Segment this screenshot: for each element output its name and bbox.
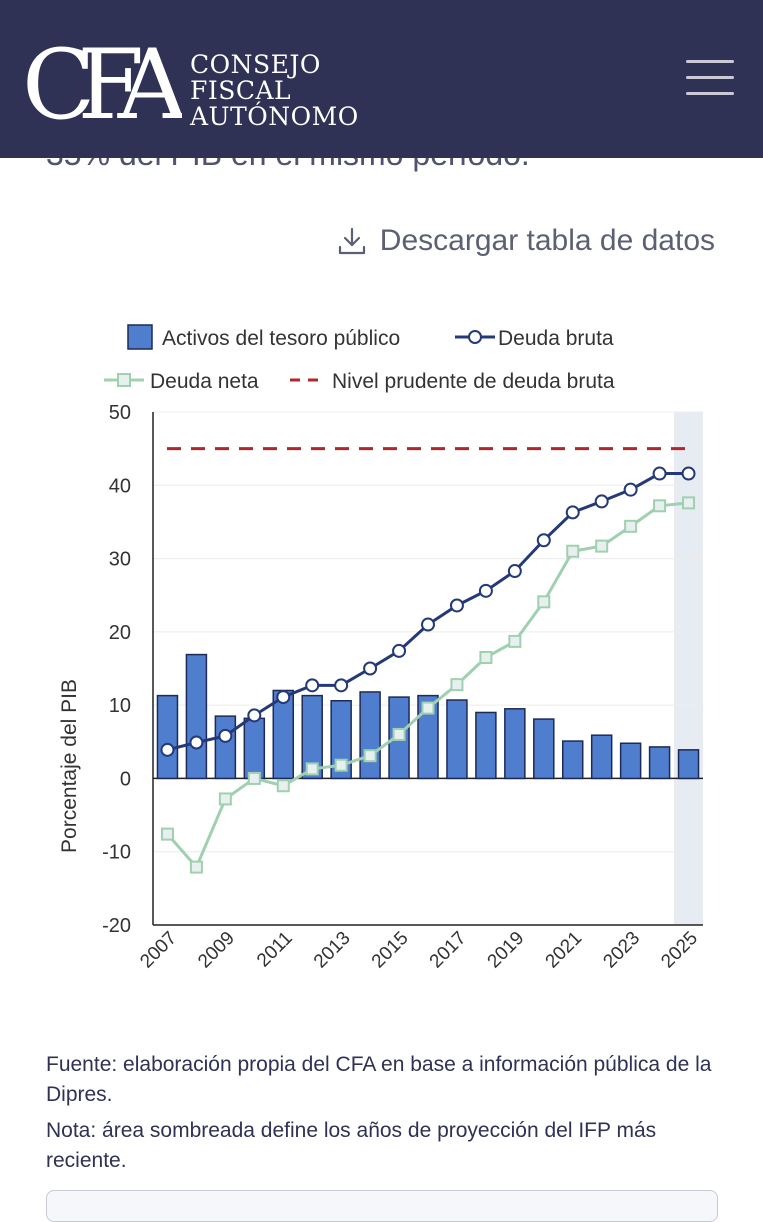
point-deuda-neta xyxy=(160,827,174,841)
x-tick-label: 2011 xyxy=(253,928,297,972)
legend-label-activos: Activos del tesoro público xyxy=(162,327,400,350)
x-tick-label: 2007 xyxy=(136,928,181,973)
bar-activos xyxy=(446,699,468,780)
projection-note: Nota: área sombreada define los años de … xyxy=(46,1119,657,1172)
point-deuda-neta xyxy=(305,762,319,776)
point-deuda-bruta xyxy=(218,728,233,743)
point-deuda-neta xyxy=(276,779,290,793)
bar-activos xyxy=(648,746,671,780)
point-deuda-bruta xyxy=(189,735,204,750)
y-tick-label: -20 xyxy=(102,915,131,937)
point-deuda-bruta xyxy=(247,708,262,723)
point-deuda-bruta xyxy=(681,466,696,481)
point-deuda-neta xyxy=(363,749,377,763)
point-deuda-bruta xyxy=(594,494,609,509)
point-deuda-neta xyxy=(392,727,406,741)
point-deuda-bruta xyxy=(276,690,291,705)
point-deuda-neta xyxy=(653,499,667,513)
point-deuda-bruta xyxy=(421,617,435,632)
point-deuda-neta xyxy=(247,771,261,785)
brand-line: CONSEJO xyxy=(190,50,321,79)
point-deuda-bruta xyxy=(565,505,580,520)
point-deuda-bruta xyxy=(536,533,551,548)
point-deuda-bruta xyxy=(305,678,320,693)
bar-activos xyxy=(417,694,439,780)
legend-marker-bruta xyxy=(468,330,482,344)
point-deuda-bruta xyxy=(160,742,175,757)
y-tick-label: -10 xyxy=(102,842,131,864)
point-deuda-bruta xyxy=(363,661,378,676)
download-data-link[interactable]: Descargar tabla de datos xyxy=(336,224,715,258)
legend-label-prudente: Nivel prudente de deuda bruta xyxy=(332,370,615,393)
point-deuda-neta xyxy=(595,539,609,553)
bar-activos xyxy=(475,711,497,780)
x-tick-label: 2025 xyxy=(657,928,702,973)
point-deuda-bruta xyxy=(334,678,349,693)
x-tick-label: 2009 xyxy=(194,928,239,973)
debt-chart: Activos del tesoro público Deuda bruta D… xyxy=(58,324,703,973)
bar-activos xyxy=(301,694,323,780)
legend-marker-neta xyxy=(117,373,131,387)
point-deuda-neta xyxy=(624,519,638,533)
point-deuda-bruta xyxy=(478,583,493,598)
point-deuda-neta xyxy=(189,860,203,874)
svg-text:CFA: CFA xyxy=(22,29,182,136)
y-tick-label: 50 xyxy=(109,402,131,424)
x-tick-label: 2023 xyxy=(599,928,644,973)
bar-activos xyxy=(677,749,700,780)
hamburger-menu-icon[interactable] xyxy=(686,58,734,98)
legend-label-bruta: Deuda bruta xyxy=(498,327,614,350)
point-deuda-neta xyxy=(508,634,522,648)
cfa-logo[interactable]: CFA xyxy=(22,18,182,136)
legend-swatch-activos xyxy=(127,324,153,350)
chart-legend: Activos del tesoro público Deuda bruta D… xyxy=(104,324,615,393)
point-deuda-bruta xyxy=(652,466,667,481)
plot-area xyxy=(153,412,703,925)
point-deuda-neta xyxy=(479,651,493,665)
point-deuda-neta xyxy=(566,544,580,558)
x-tick-label: 2013 xyxy=(310,928,355,973)
x-tick-label: 2021 xyxy=(542,928,587,973)
bar-activos xyxy=(561,740,584,780)
point-deuda-neta xyxy=(421,701,435,715)
point-deuda-bruta xyxy=(392,643,407,658)
x-tick-label: 2019 xyxy=(484,928,529,973)
y-tick-label: 30 xyxy=(109,549,131,571)
chart-notes: Fuente: elaboración propia del CFA en ba… xyxy=(46,1050,726,1182)
projection-shade xyxy=(674,412,703,925)
y-tick-label: 0 xyxy=(120,768,131,790)
point-deuda-bruta xyxy=(449,598,464,613)
bar-activos xyxy=(156,694,179,780)
point-deuda-neta xyxy=(537,595,551,609)
y-axis-label: Porcentaje del PIB xyxy=(58,679,81,853)
point-deuda-bruta xyxy=(623,482,638,497)
y-tick-label: 10 xyxy=(109,695,131,717)
site-header: CFA CONSEJO FISCAL AUTÓNOMO xyxy=(0,0,763,158)
brand-line: AUTÓNOMO xyxy=(190,102,359,131)
bar-activos xyxy=(243,717,266,780)
bar-activos xyxy=(619,742,642,780)
point-deuda-neta xyxy=(218,792,232,806)
y-tick-label: 40 xyxy=(109,475,131,497)
point-deuda-neta xyxy=(450,678,464,692)
bar-activos xyxy=(590,734,613,780)
brand-line: FISCAL xyxy=(190,76,292,105)
bar-activos xyxy=(359,691,381,780)
download-label: Descargar tabla de datos xyxy=(379,224,715,257)
bar-activos xyxy=(504,708,526,780)
download-icon xyxy=(338,227,365,255)
legend-label-neta: Deuda neta xyxy=(150,370,259,393)
next-section-box xyxy=(46,1190,718,1222)
bar-activos xyxy=(533,718,555,780)
x-tick-label: 2015 xyxy=(368,928,413,973)
brand-name: CONSEJO FISCAL AUTÓNOMO xyxy=(190,52,359,130)
source-note: Fuente: elaboración propia del CFA en ba… xyxy=(46,1053,712,1106)
point-deuda-neta xyxy=(334,758,348,772)
bar-activos xyxy=(185,653,208,780)
point-deuda-neta xyxy=(682,496,696,510)
bar-activos xyxy=(214,715,237,780)
x-tick-label: 2017 xyxy=(426,928,471,973)
point-deuda-bruta xyxy=(507,564,522,579)
y-tick-label: 20 xyxy=(109,622,131,644)
